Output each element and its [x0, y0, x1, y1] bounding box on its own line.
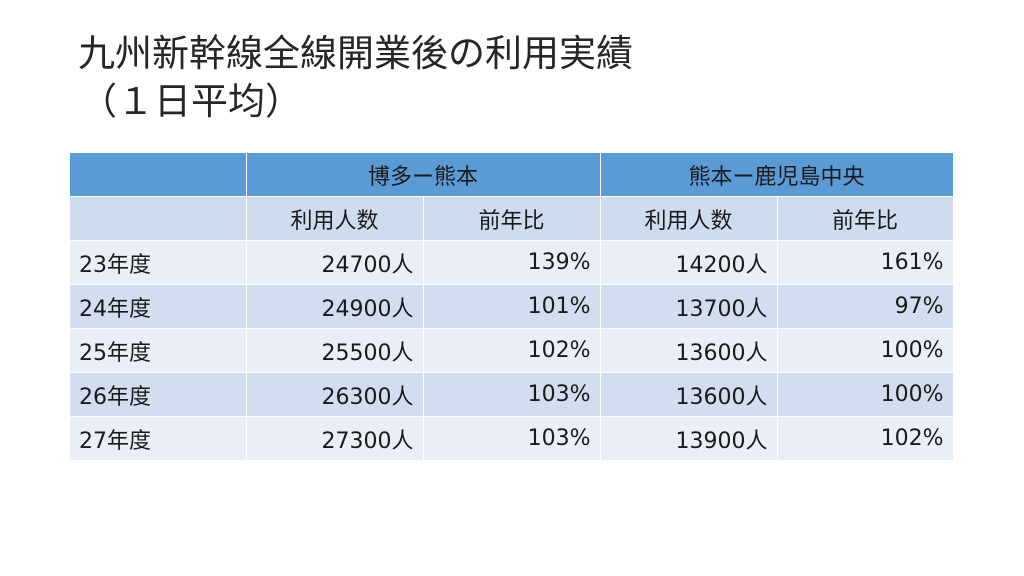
yoy-cell: 101% [423, 284, 601, 329]
yoy-cell: 103% [423, 372, 601, 417]
year-cell: 26年度 [70, 372, 247, 417]
column-header-users: 利用人数 [600, 196, 778, 241]
section-header-kumamoto-kagoshima: 熊本ー鹿児島中央 [600, 153, 954, 197]
table-row: 26年度 26300人 103% 13600人 100% [70, 372, 954, 417]
yoy-cell: 100% [777, 372, 954, 417]
table-row: 24年度 24900人 101% 13700人 97% [70, 284, 954, 329]
yoy-cell: 139% [423, 240, 601, 285]
table-row: 25年度 25500人 102% 13600人 100% [70, 328, 954, 373]
subheader-corner [70, 196, 247, 241]
year-cell: 25年度 [70, 328, 247, 373]
table-header-row: 博多ー熊本 熊本ー鹿児島中央 [70, 153, 954, 197]
yoy-cell: 100% [777, 328, 954, 373]
yoy-cell: 97% [777, 284, 954, 329]
users-cell: 27300人 [246, 416, 424, 461]
users-cell: 13900人 [600, 416, 778, 461]
users-cell: 25500人 [246, 328, 424, 373]
users-cell: 13600人 [600, 372, 778, 417]
ridership-table: 博多ー熊本 熊本ー鹿児島中央 利用人数 前年比 利用人数 前年比 23年度 24… [70, 153, 954, 461]
section-header-hakata-kumamoto: 博多ー熊本 [246, 153, 601, 197]
users-cell: 24900人 [246, 284, 424, 329]
yoy-cell: 161% [777, 240, 954, 285]
column-header-yoy: 前年比 [423, 196, 601, 241]
table-row: 27年度 27300人 103% 13900人 102% [70, 416, 954, 461]
users-cell: 13700人 [600, 284, 778, 329]
year-cell: 23年度 [70, 240, 247, 285]
year-cell: 24年度 [70, 284, 247, 329]
users-cell: 13600人 [600, 328, 778, 373]
users-cell: 26300人 [246, 372, 424, 417]
yoy-cell: 102% [423, 328, 601, 373]
column-header-yoy: 前年比 [777, 196, 954, 241]
yoy-cell: 103% [423, 416, 601, 461]
title-line-2: （１日平均） [80, 80, 302, 123]
year-cell: 27年度 [70, 416, 247, 461]
header-corner [70, 153, 247, 197]
users-cell: 24700人 [246, 240, 424, 285]
column-header-users: 利用人数 [246, 196, 424, 241]
table-row: 23年度 24700人 139% 14200人 161% [70, 240, 954, 285]
yoy-cell: 102% [777, 416, 954, 461]
table-subheader-row: 利用人数 前年比 利用人数 前年比 [70, 196, 954, 241]
users-cell: 14200人 [600, 240, 778, 285]
slide-title: 九州新幹線全線開業後の利用実績 （１日平均） [78, 30, 633, 126]
title-line-1: 九州新幹線全線開業後の利用実績 [78, 32, 633, 75]
